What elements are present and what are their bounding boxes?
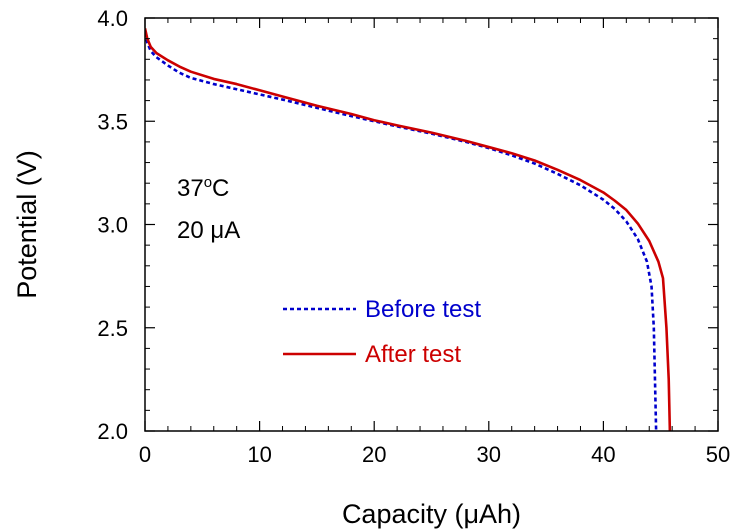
y-tick-label: 4.0 [97, 6, 128, 31]
legend-label-before-test: Before test [365, 296, 481, 323]
y-tick-label: 3.5 [97, 109, 128, 134]
y-tick-label: 2.5 [97, 316, 128, 341]
tick-labels-layer: 0 10 20 30 40 50 2.0 2.5 3.0 3.5 4.0 [97, 6, 730, 467]
x-tick-label: 50 [706, 442, 730, 467]
ticks-layer [144, 17, 719, 432]
x-tick-label: 20 [362, 442, 386, 467]
y-tick-label: 2.0 [97, 419, 128, 444]
y-axis-title: Potential (V) [12, 150, 42, 299]
current-label: 20 μA [177, 217, 240, 244]
legend-label-after-test: After test [365, 341, 461, 368]
series-line-after-test [145, 28, 672, 431]
y-tick-label: 3.0 [97, 213, 128, 238]
x-tick-label: 30 [477, 442, 501, 467]
condition-annotation: 37oC 20 μA [177, 174, 240, 244]
degree-mark: o [204, 174, 212, 191]
temperature-label: 37oC [177, 174, 229, 202]
temperature-value: 37 [177, 175, 204, 202]
legend: Before test After test [283, 296, 481, 368]
temperature-unit: C [212, 175, 229, 202]
x-tick-label: 0 [139, 442, 151, 467]
x-axis-title: Capacity (μAh) [342, 499, 521, 529]
x-tick-label: 40 [591, 442, 615, 467]
x-tick-label: 10 [247, 442, 271, 467]
series-layer [145, 28, 672, 431]
